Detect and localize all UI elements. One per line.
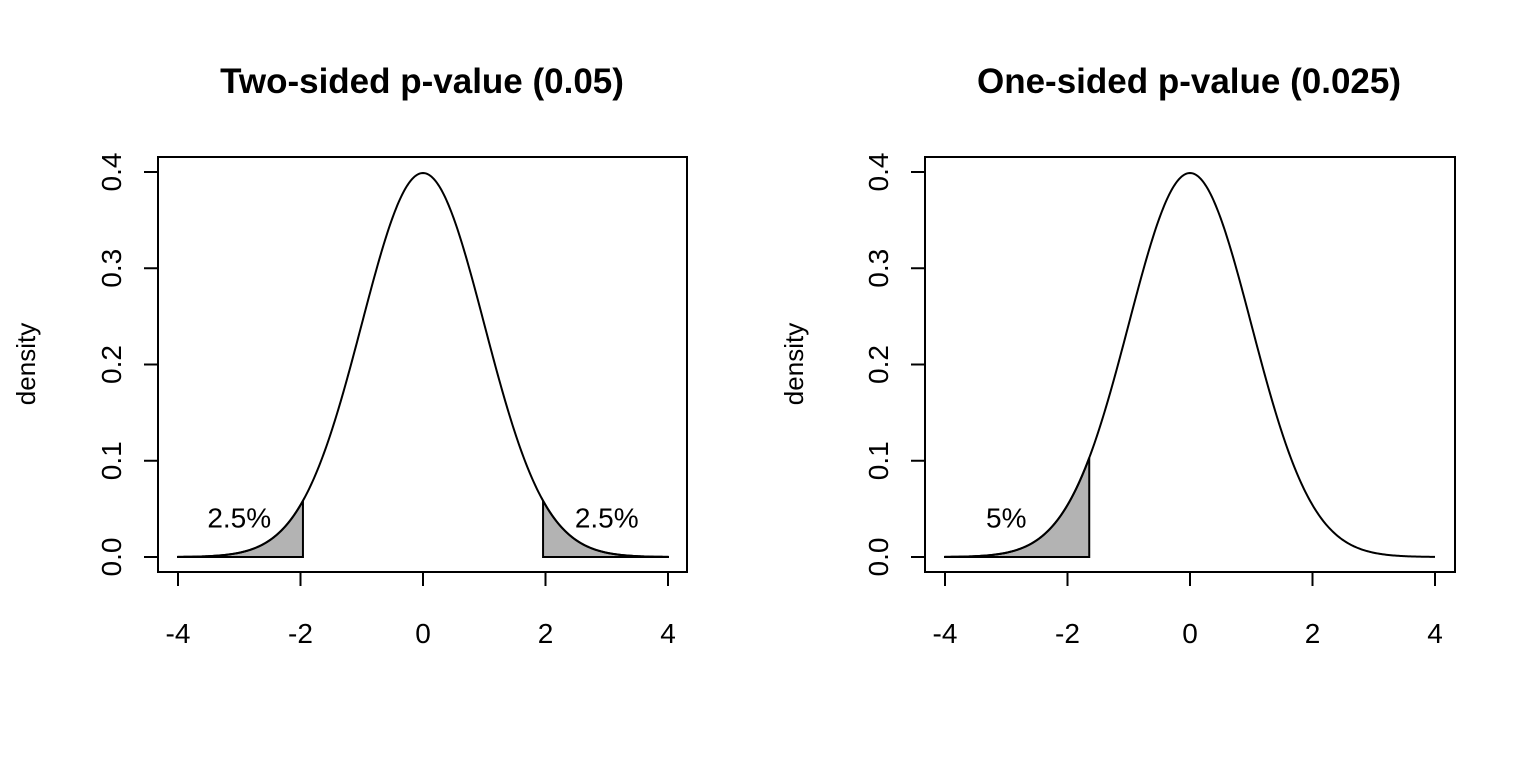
- x-tick-label: -4: [933, 618, 958, 649]
- density-curve: [177, 172, 669, 558]
- density-curve: [944, 172, 1436, 558]
- y-tick-label: 0.3: [863, 249, 894, 288]
- x-tick-label: 4: [660, 618, 676, 649]
- x-tick-label: 2: [538, 618, 554, 649]
- x-tick-label: -2: [1055, 618, 1080, 649]
- chart-title: One-sided p-value (0.025): [977, 62, 1401, 101]
- tail-percent-label: 5%: [986, 503, 1026, 534]
- y-tick-label: 0.1: [863, 441, 894, 480]
- x-tick-label: 4: [1427, 618, 1443, 649]
- tail-percent-label: 2.5%: [575, 503, 639, 534]
- tail-percent-label: 2.5%: [207, 503, 271, 534]
- panel-two-sided: Two-sided p-value (0.05) density 2.5% 2.5…: [11, 62, 688, 649]
- y-tick-label: 0.4: [863, 153, 894, 192]
- y-tick-label: 0.1: [96, 441, 127, 480]
- chart-title: Two-sided p-value (0.05): [220, 62, 624, 101]
- x-tick-label: -4: [166, 618, 191, 649]
- y-tick-label: 0.3: [96, 249, 127, 288]
- y-axis-title: density: [11, 323, 41, 405]
- y-tick-label: 0.0: [96, 538, 127, 577]
- y-tick-label: 0.4: [96, 153, 127, 192]
- x-tick-label: 0: [1182, 618, 1198, 649]
- panel-one-sided: One-sided p-value (0.025) density 5% -4 -2…: [779, 62, 1456, 649]
- y-tick-label: 0.2: [96, 345, 127, 384]
- x-tick-label: 0: [415, 618, 431, 649]
- y-tick-label: 0.2: [863, 345, 894, 384]
- x-tick-label: -2: [288, 618, 313, 649]
- y-tick-label: 0.0: [863, 538, 894, 577]
- x-tick-label: 2: [1305, 618, 1321, 649]
- y-axis-title: density: [779, 323, 809, 405]
